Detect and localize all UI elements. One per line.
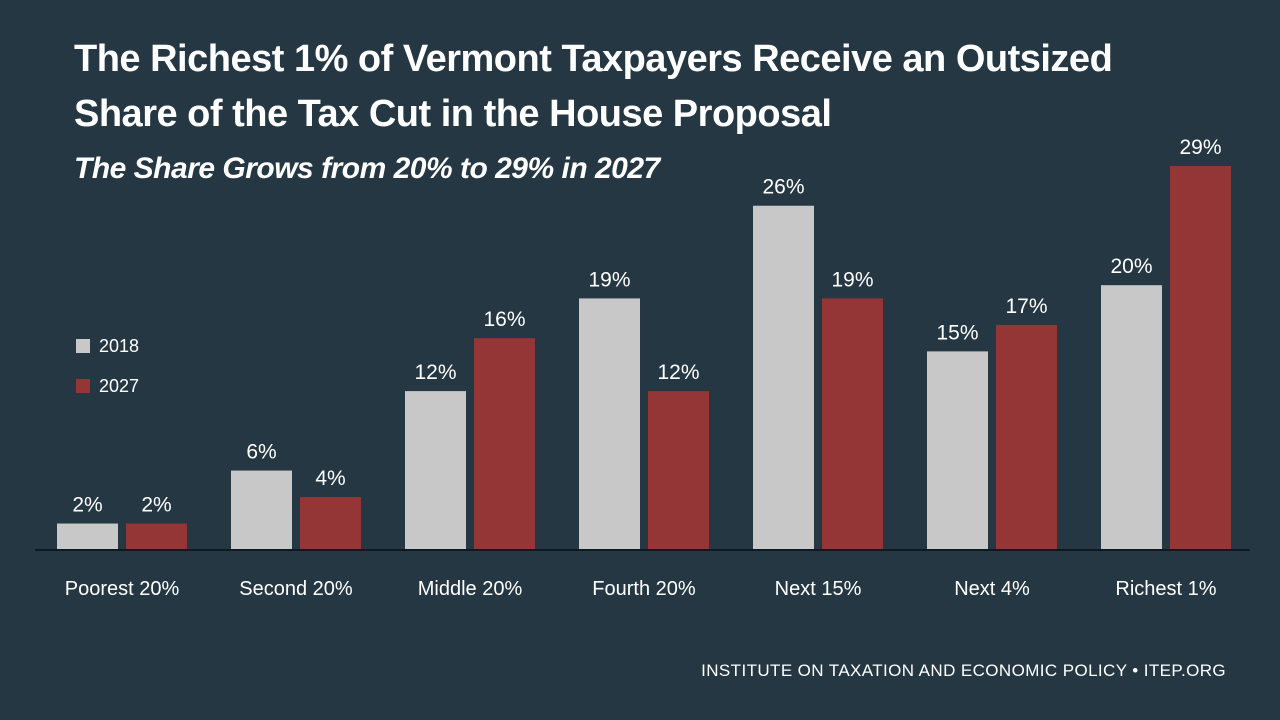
legend-item-2018: 2018 — [76, 326, 139, 366]
category-label-1: Second 20% — [239, 578, 353, 600]
legend-swatch-2027 — [76, 379, 90, 393]
legend-item-2027: 2027 — [76, 366, 139, 406]
data-label-2027-1: 4% — [315, 467, 345, 490]
category-label-5: Next 4% — [954, 578, 1030, 600]
bar-2027-3 — [648, 391, 709, 550]
bar-2027-4 — [822, 298, 883, 550]
data-label-2027-3: 12% — [657, 361, 699, 384]
bar-2018-6 — [1101, 285, 1162, 550]
category-label-2: Middle 20% — [418, 578, 523, 600]
bar-2027-6 — [1170, 166, 1231, 550]
data-label-2018-4: 26% — [762, 176, 804, 199]
bar-2027-2 — [474, 338, 535, 550]
legend-label-2018: 2018 — [99, 335, 140, 356]
legend-label-2027: 2027 — [99, 375, 140, 396]
data-label-2018-2: 12% — [414, 361, 456, 384]
category-label-4: Next 15% — [775, 578, 862, 600]
bar-2018-3 — [579, 298, 640, 550]
category-label-0: Poorest 20% — [65, 578, 180, 600]
data-label-2018-5: 15% — [936, 321, 978, 344]
data-label-2027-0: 2% — [141, 494, 171, 517]
bar-2018-1 — [231, 470, 292, 550]
bar-2018-4 — [753, 205, 814, 551]
chart-subtitle: The Share Grows from 20% to 29% in 2027 — [74, 152, 660, 185]
data-label-2027-2: 16% — [483, 308, 525, 331]
category-label-6: Richest 1% — [1115, 578, 1216, 600]
bar-2018-2 — [405, 391, 466, 550]
data-label-2018-0: 2% — [72, 494, 102, 517]
data-label-2018-1: 6% — [246, 441, 276, 464]
data-label-2018-6: 20% — [1110, 255, 1152, 278]
data-label-2027-6: 29% — [1179, 136, 1221, 159]
bar-2018-0 — [57, 523, 118, 550]
data-label-2027-4: 19% — [831, 268, 873, 291]
chart-title: The Richest 1% of Vermont Taxpayers Rece… — [74, 38, 1113, 135]
chart-legend: 2018 2027 — [76, 326, 139, 406]
category-label-3: Fourth 20% — [592, 578, 696, 600]
data-label-2018-3: 19% — [588, 268, 630, 291]
bar-2027-5 — [996, 324, 1057, 550]
legend-swatch-2018 — [76, 339, 90, 353]
data-label-2027-5: 17% — [1005, 295, 1047, 318]
source-footer: INSTITUTE ON TAXATION AND ECONOMIC POLIC… — [701, 661, 1226, 680]
bar-2027-1 — [300, 497, 361, 550]
bar-2018-5 — [927, 351, 988, 550]
bar-2027-0 — [126, 523, 187, 550]
